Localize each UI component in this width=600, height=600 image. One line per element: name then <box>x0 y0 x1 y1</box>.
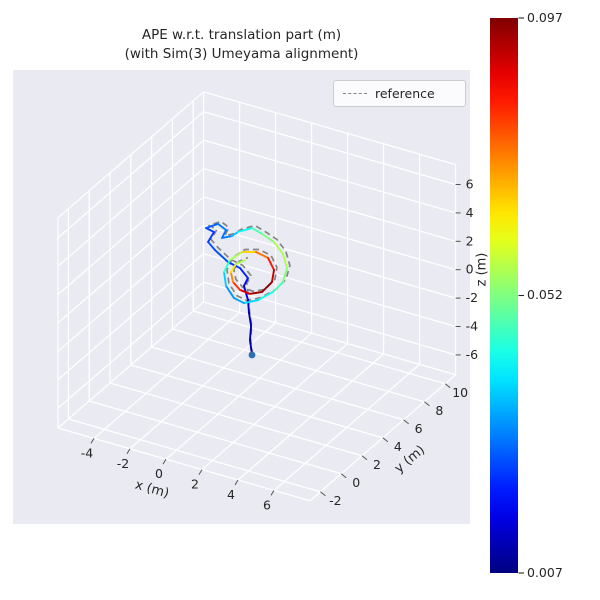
svg-text:4: 4 <box>466 205 474 220</box>
svg-text:-2: -2 <box>329 493 341 508</box>
legend-label-reference: reference <box>375 86 435 101</box>
svg-text:4: 4 <box>227 487 235 502</box>
chart-title-line2: (with Sim(3) Umeyama alignment) <box>124 46 359 62</box>
colorbar-tick-min: 0.007 <box>527 565 563 580</box>
svg-text:-6: -6 <box>466 347 479 362</box>
svg-text:-4: -4 <box>466 319 479 334</box>
grid-lines <box>57 91 457 502</box>
svg-text:0: 0 <box>352 475 360 490</box>
legend: reference <box>333 80 466 107</box>
svg-text:0: 0 <box>466 262 474 277</box>
reference-trajectory <box>208 220 291 355</box>
chart-title-line1: APE w.r.t. translation part (m) <box>141 27 342 43</box>
reference-dashed-line-sample <box>343 93 367 94</box>
svg-text:6: 6 <box>263 497 271 512</box>
chart-title: APE w.r.t. translation part (m) (with Si… <box>13 26 470 64</box>
axis-tick-marks <box>90 184 461 497</box>
svg-text:-4: -4 <box>81 445 94 460</box>
svg-text:-2: -2 <box>466 290 478 305</box>
trajectory-start-marker <box>248 351 256 359</box>
svg-text:8: 8 <box>435 403 443 418</box>
colorbar-tick-mid: 0.052 <box>527 287 563 302</box>
svg-text:0: 0 <box>155 466 163 481</box>
colorbar-tick-marks <box>518 17 524 574</box>
svg-text:2: 2 <box>373 457 381 472</box>
svg-text:6: 6 <box>466 177 474 192</box>
svg-text:2: 2 <box>466 233 474 248</box>
colorbar-gradient <box>490 18 518 573</box>
z-axis-label: z (m) <box>474 252 490 287</box>
svg-text:2: 2 <box>191 477 199 492</box>
colorbar-tick-max: 0.097 <box>527 10 563 25</box>
svg-text:6: 6 <box>415 421 423 436</box>
estimated-trajectory <box>205 222 288 356</box>
svg-text:10: 10 <box>452 385 468 400</box>
svg-text:4: 4 <box>394 439 402 454</box>
svg-text:-2: -2 <box>117 456 129 471</box>
